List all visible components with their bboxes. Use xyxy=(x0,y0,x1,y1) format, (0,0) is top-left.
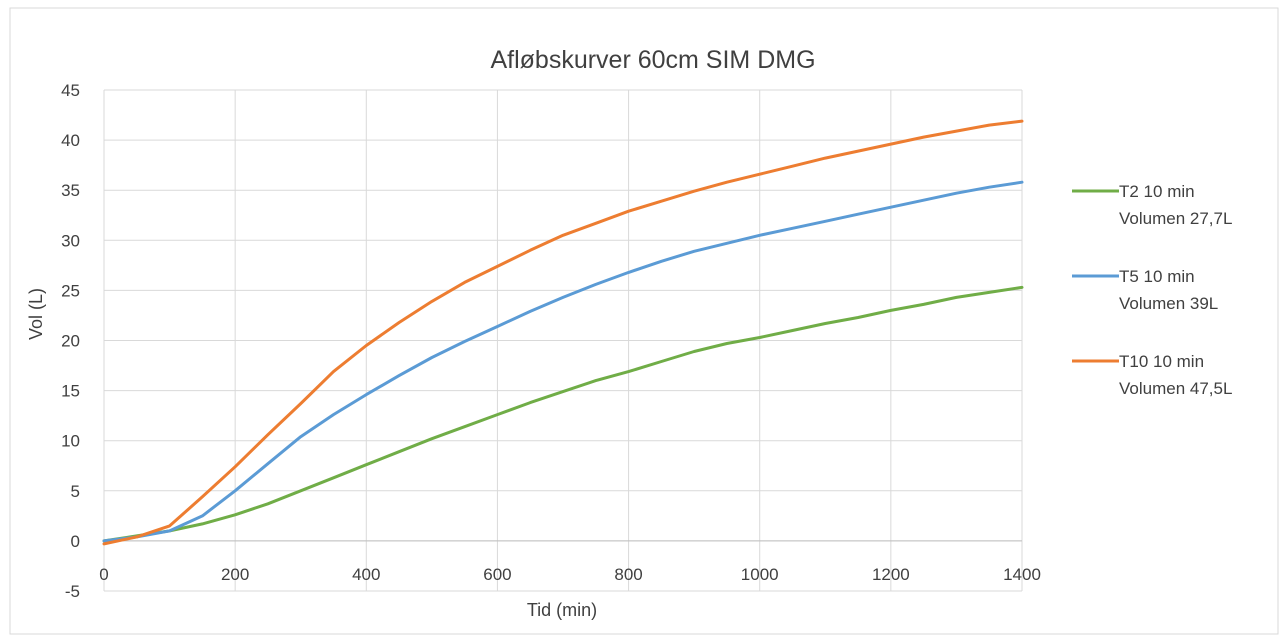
x-tick-label: 1000 xyxy=(741,565,779,584)
y-tick-label: -5 xyxy=(65,582,80,601)
x-tick-label: 1200 xyxy=(872,565,910,584)
y-tick-label: 0 xyxy=(71,532,80,551)
x-tick-label: 1400 xyxy=(1003,565,1041,584)
x-tick-label: 800 xyxy=(614,565,642,584)
legend: T2 10 min Volumen 27,7L T5 10 min Volumen 3… xyxy=(1072,182,1232,398)
legend-label-3: Volumen 47,5L xyxy=(1119,379,1232,398)
series-line-2 xyxy=(102,180,1024,543)
y-tick-label: 25 xyxy=(61,281,80,300)
legend-label-3: T10 10 min xyxy=(1119,352,1204,371)
y-tick-label: 40 xyxy=(61,131,80,150)
y-tick-label: 30 xyxy=(61,231,80,250)
series-lines xyxy=(102,119,1024,546)
axes: -5 0 5 10 15 20 25 30 35 40 45 0 200 400 600 800 1000 120… xyxy=(61,81,1041,601)
legend-label-2: T5 10 min xyxy=(1119,267,1195,286)
x-tick-label: 400 xyxy=(352,565,380,584)
y-tick-label: 20 xyxy=(61,332,80,351)
y-tick-label: 35 xyxy=(61,181,80,200)
series-line-3 xyxy=(102,119,1024,546)
y-tick-label: 10 xyxy=(61,432,80,451)
y-axis-label: Vol (L) xyxy=(26,288,46,340)
x-tick-label: 200 xyxy=(221,565,249,584)
y-tick-label: 15 xyxy=(61,382,80,401)
chart-border xyxy=(9,7,1279,635)
legend-label-1: T2 10 min xyxy=(1119,182,1195,201)
y-tick-label: 45 xyxy=(61,81,80,100)
chart-title: Afløbskurver 60cm SIM DMG xyxy=(490,46,815,74)
x-tick-label: 600 xyxy=(483,565,511,584)
series-line-1 xyxy=(102,285,1024,543)
legend-label-1: Volumen 27,7L xyxy=(1119,209,1232,228)
legend-label-2: Volumen 39L xyxy=(1119,294,1218,313)
y-tick-label: 5 xyxy=(71,482,80,501)
x-axis-label: Tid (min) xyxy=(527,600,597,620)
x-tick-label: 0 xyxy=(99,565,108,584)
